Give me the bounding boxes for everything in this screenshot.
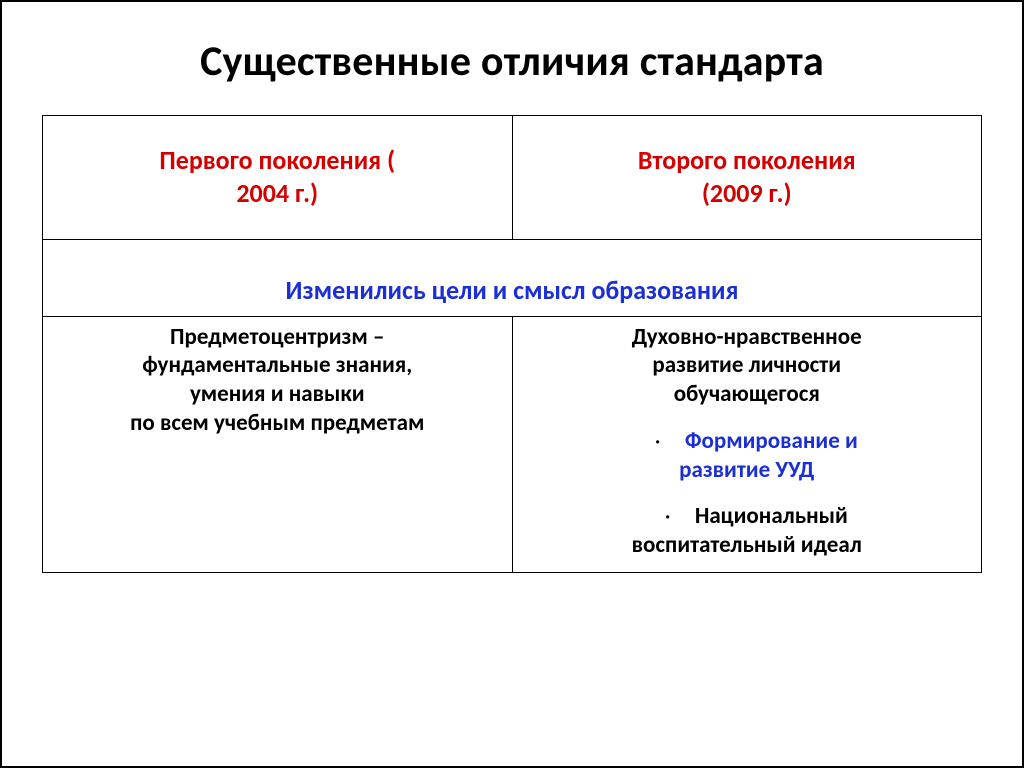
- right-b2-l1: Национальный: [695, 502, 848, 530]
- bullet-dot-icon: ·: [636, 427, 680, 456]
- header-left: Первого поколения ( 2004 г.): [43, 116, 513, 240]
- right-b1-l2: развитие УУД: [679, 456, 814, 484]
- right-p1-l3: обучающегося: [674, 380, 820, 408]
- bullet-item-2: · Национальный воспитательный идеал: [523, 502, 972, 560]
- left-line4: по всем учебным предметам: [130, 409, 424, 437]
- table-row: Предметоцентризм – фундаментальные знани…: [43, 316, 982, 572]
- right-b2-l2: воспитательный идеал: [632, 531, 862, 559]
- header-right: Второго поколения (2009 г.): [512, 116, 982, 240]
- left-line3: умения и навыки: [190, 380, 365, 408]
- table-row: Первого поколения ( 2004 г.) Второго пок…: [43, 116, 982, 240]
- header-right-line2: (2009 г.): [702, 177, 792, 209]
- right-p1-l1: Духовно-нравственное: [632, 323, 862, 351]
- cell-first-gen: Предметоцентризм – фундаментальные знани…: [43, 316, 513, 572]
- comparison-table: Первого поколения ( 2004 г.) Второго пок…: [42, 115, 982, 573]
- left-line1: Предметоцентризм –: [170, 323, 384, 351]
- table-row: Изменились цели и смысл образования: [43, 239, 982, 316]
- right-p1-l2: развитие личности: [652, 351, 841, 379]
- header-left-line1: Первого поколения (: [159, 144, 395, 176]
- header-right-line1: Второго поколения: [638, 144, 856, 176]
- page-title: Существенные отличия стандарта: [42, 36, 982, 87]
- bullet-item-1: · Формирование и развитие УУД: [523, 427, 972, 485]
- cell-second-gen: Духовно-нравственное развитие личности о…: [512, 316, 982, 572]
- right-b1-l1: Формирование и: [685, 427, 858, 455]
- section-subtitle: Изменились цели и смысл образования: [43, 239, 982, 316]
- left-line2: фундаментальные знания,: [142, 351, 412, 379]
- bullet-dot-icon: ·: [646, 502, 690, 531]
- header-left-line2: 2004 г.): [236, 177, 318, 209]
